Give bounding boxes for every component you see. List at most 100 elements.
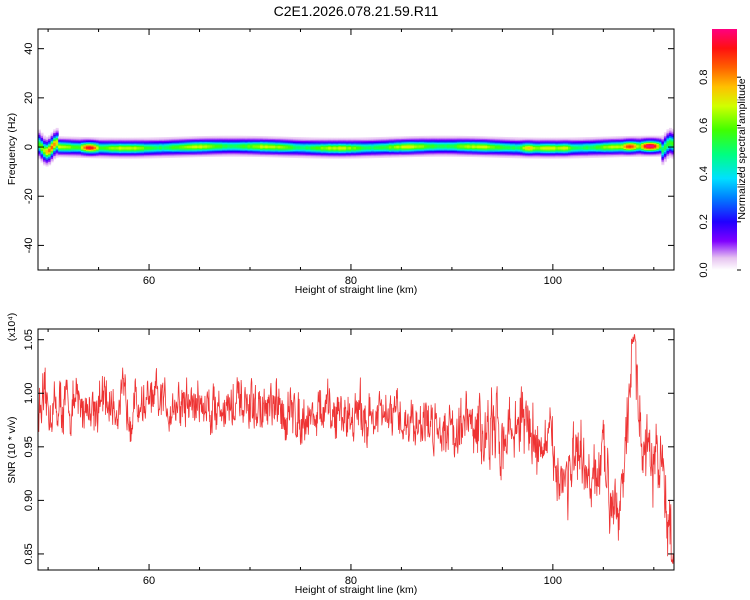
spectrogram-cell: [474, 155, 478, 158]
spectrogram-cell: [451, 149, 455, 151]
spectrogram-cell: [436, 147, 440, 149]
spectrogram-cell: [648, 148, 652, 150]
spectrogram-cell: [184, 154, 188, 157]
spectrogram-cell: [280, 136, 284, 139]
spectrogram-cell: [520, 140, 524, 143]
spectrogram-cell: [414, 150, 418, 153]
spectrogram-cell: [202, 145, 206, 147]
spectrogram-cell: [85, 143, 89, 146]
spectrogram-cell: [131, 141, 135, 143]
spectrogram-cell: [297, 153, 301, 155]
spectrogram-cell: [648, 140, 652, 142]
spectrogram-cell: [159, 147, 163, 150]
spectrogram-cell: [376, 154, 380, 156]
spectrogram-cell: [449, 147, 453, 149]
spectrogram-cell: [224, 135, 228, 138]
spectrogram-cell: [474, 144, 478, 146]
spectrogram-cell: [595, 149, 599, 151]
spectrogram-cell: [106, 157, 110, 159]
spectrogram-cell: [598, 140, 602, 142]
spectrogram-cell: [270, 146, 274, 149]
spectrogram-cell: [308, 153, 312, 155]
spectrogram-cell: [396, 146, 400, 149]
colorbar-tick-label: 0.4: [698, 166, 710, 181]
spectrogram-cell: [91, 137, 95, 139]
spectrogram-cell: [340, 146, 344, 149]
spectrogram-cell: [330, 139, 334, 142]
spectrogram-cell: [133, 150, 137, 152]
spectrogram-cell: [401, 143, 405, 145]
spectrogram-cell: [292, 146, 296, 148]
spectrogram-cell: [106, 146, 110, 149]
spectrogram-cell: [373, 146, 377, 148]
spectrogram-cell: [623, 148, 627, 151]
spectrogram-cell: [517, 154, 521, 156]
spectrogram-cell: [583, 144, 587, 146]
spectrogram-cell: [403, 139, 407, 142]
snr-background: [38, 329, 674, 570]
spectrogram-cell: [290, 148, 294, 150]
spectrogram-cell: [562, 143, 566, 145]
spectrogram-cell: [530, 152, 534, 154]
spectrogram-cell: [537, 145, 541, 148]
spectrogram-cell: [247, 145, 251, 147]
spectrogram-cell: [550, 146, 554, 149]
spectrogram-cell: [214, 145, 218, 147]
spectrogram-cell: [638, 155, 642, 157]
spectrogram-cell: [610, 155, 614, 158]
spectrogram-cell: [414, 142, 418, 145]
spectrogram-cell: [588, 140, 592, 142]
spectrogram-cell: [229, 135, 233, 138]
spectrogram-cell: [409, 140, 413, 143]
spectrogram-cell: [300, 156, 304, 159]
spectrogram-cell: [252, 137, 256, 139]
spectrogram-cell: [121, 150, 125, 152]
spectrogram-cell: [118, 153, 122, 156]
spectrogram-cell: [522, 155, 526, 158]
spectrogram-cell: [474, 145, 478, 147]
spectrogram-cell: [103, 152, 107, 154]
spectrogram-cell: [590, 147, 594, 149]
spectrogram-cell: [595, 137, 599, 140]
spectrogram-cell: [83, 155, 87, 157]
spectrogram-cell: [537, 139, 541, 142]
spectrogram-cell: [603, 154, 607, 157]
spectrogram-cell: [363, 145, 367, 147]
spectrogram-cell: [285, 148, 289, 150]
spectrogram-cell: [340, 143, 344, 145]
spectrogram-cell: [429, 140, 433, 142]
spectrogram-cell: [345, 144, 349, 146]
spectrogram-cell: [85, 146, 89, 148]
spectrogram-cell: [542, 138, 546, 141]
spectrogram-cell: [393, 152, 397, 155]
spectrogram-cell: [482, 142, 486, 144]
spectrogram-cell: [244, 138, 248, 140]
spectrogram-cell: [305, 148, 309, 151]
spectrogram-cell: [111, 138, 115, 141]
spectrogram-cell: [517, 151, 521, 153]
spectrogram-cell: [45, 144, 49, 147]
spectrogram-cell: [429, 141, 433, 143]
spectrogram-cell: [75, 155, 79, 157]
spectrogram-cell: [277, 152, 281, 155]
spectrogram-cell: [542, 141, 546, 143]
spectrogram-cell: [171, 154, 175, 156]
spectrogram-cell: [345, 156, 349, 158]
spectrogram-cell: [590, 145, 594, 147]
spectrogram-cell: [575, 147, 579, 150]
spectrogram-cell: [638, 154, 642, 156]
spectrogram-cell: [303, 139, 307, 141]
spectrogram-cell: [419, 138, 423, 140]
spectrogram-cell: [325, 154, 329, 157]
spectrogram-cell: [439, 139, 443, 141]
spectrogram-cell: [499, 141, 503, 143]
spectrogram-cell: [207, 137, 211, 139]
spectrogram-cell: [318, 146, 322, 149]
spectrogram-cell: [573, 153, 577, 155]
spectrogram-cell: [595, 144, 599, 147]
spectrogram-cell: [648, 136, 652, 139]
spectrogram-cell: [671, 153, 674, 156]
spectrogram-cell: [636, 143, 640, 146]
spectrogram-cell: [368, 152, 372, 154]
spectrogram-cell: [388, 137, 392, 140]
